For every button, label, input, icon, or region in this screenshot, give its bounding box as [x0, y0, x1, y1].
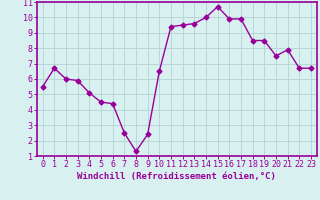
X-axis label: Windchill (Refroidissement éolien,°C): Windchill (Refroidissement éolien,°C) [77, 172, 276, 181]
